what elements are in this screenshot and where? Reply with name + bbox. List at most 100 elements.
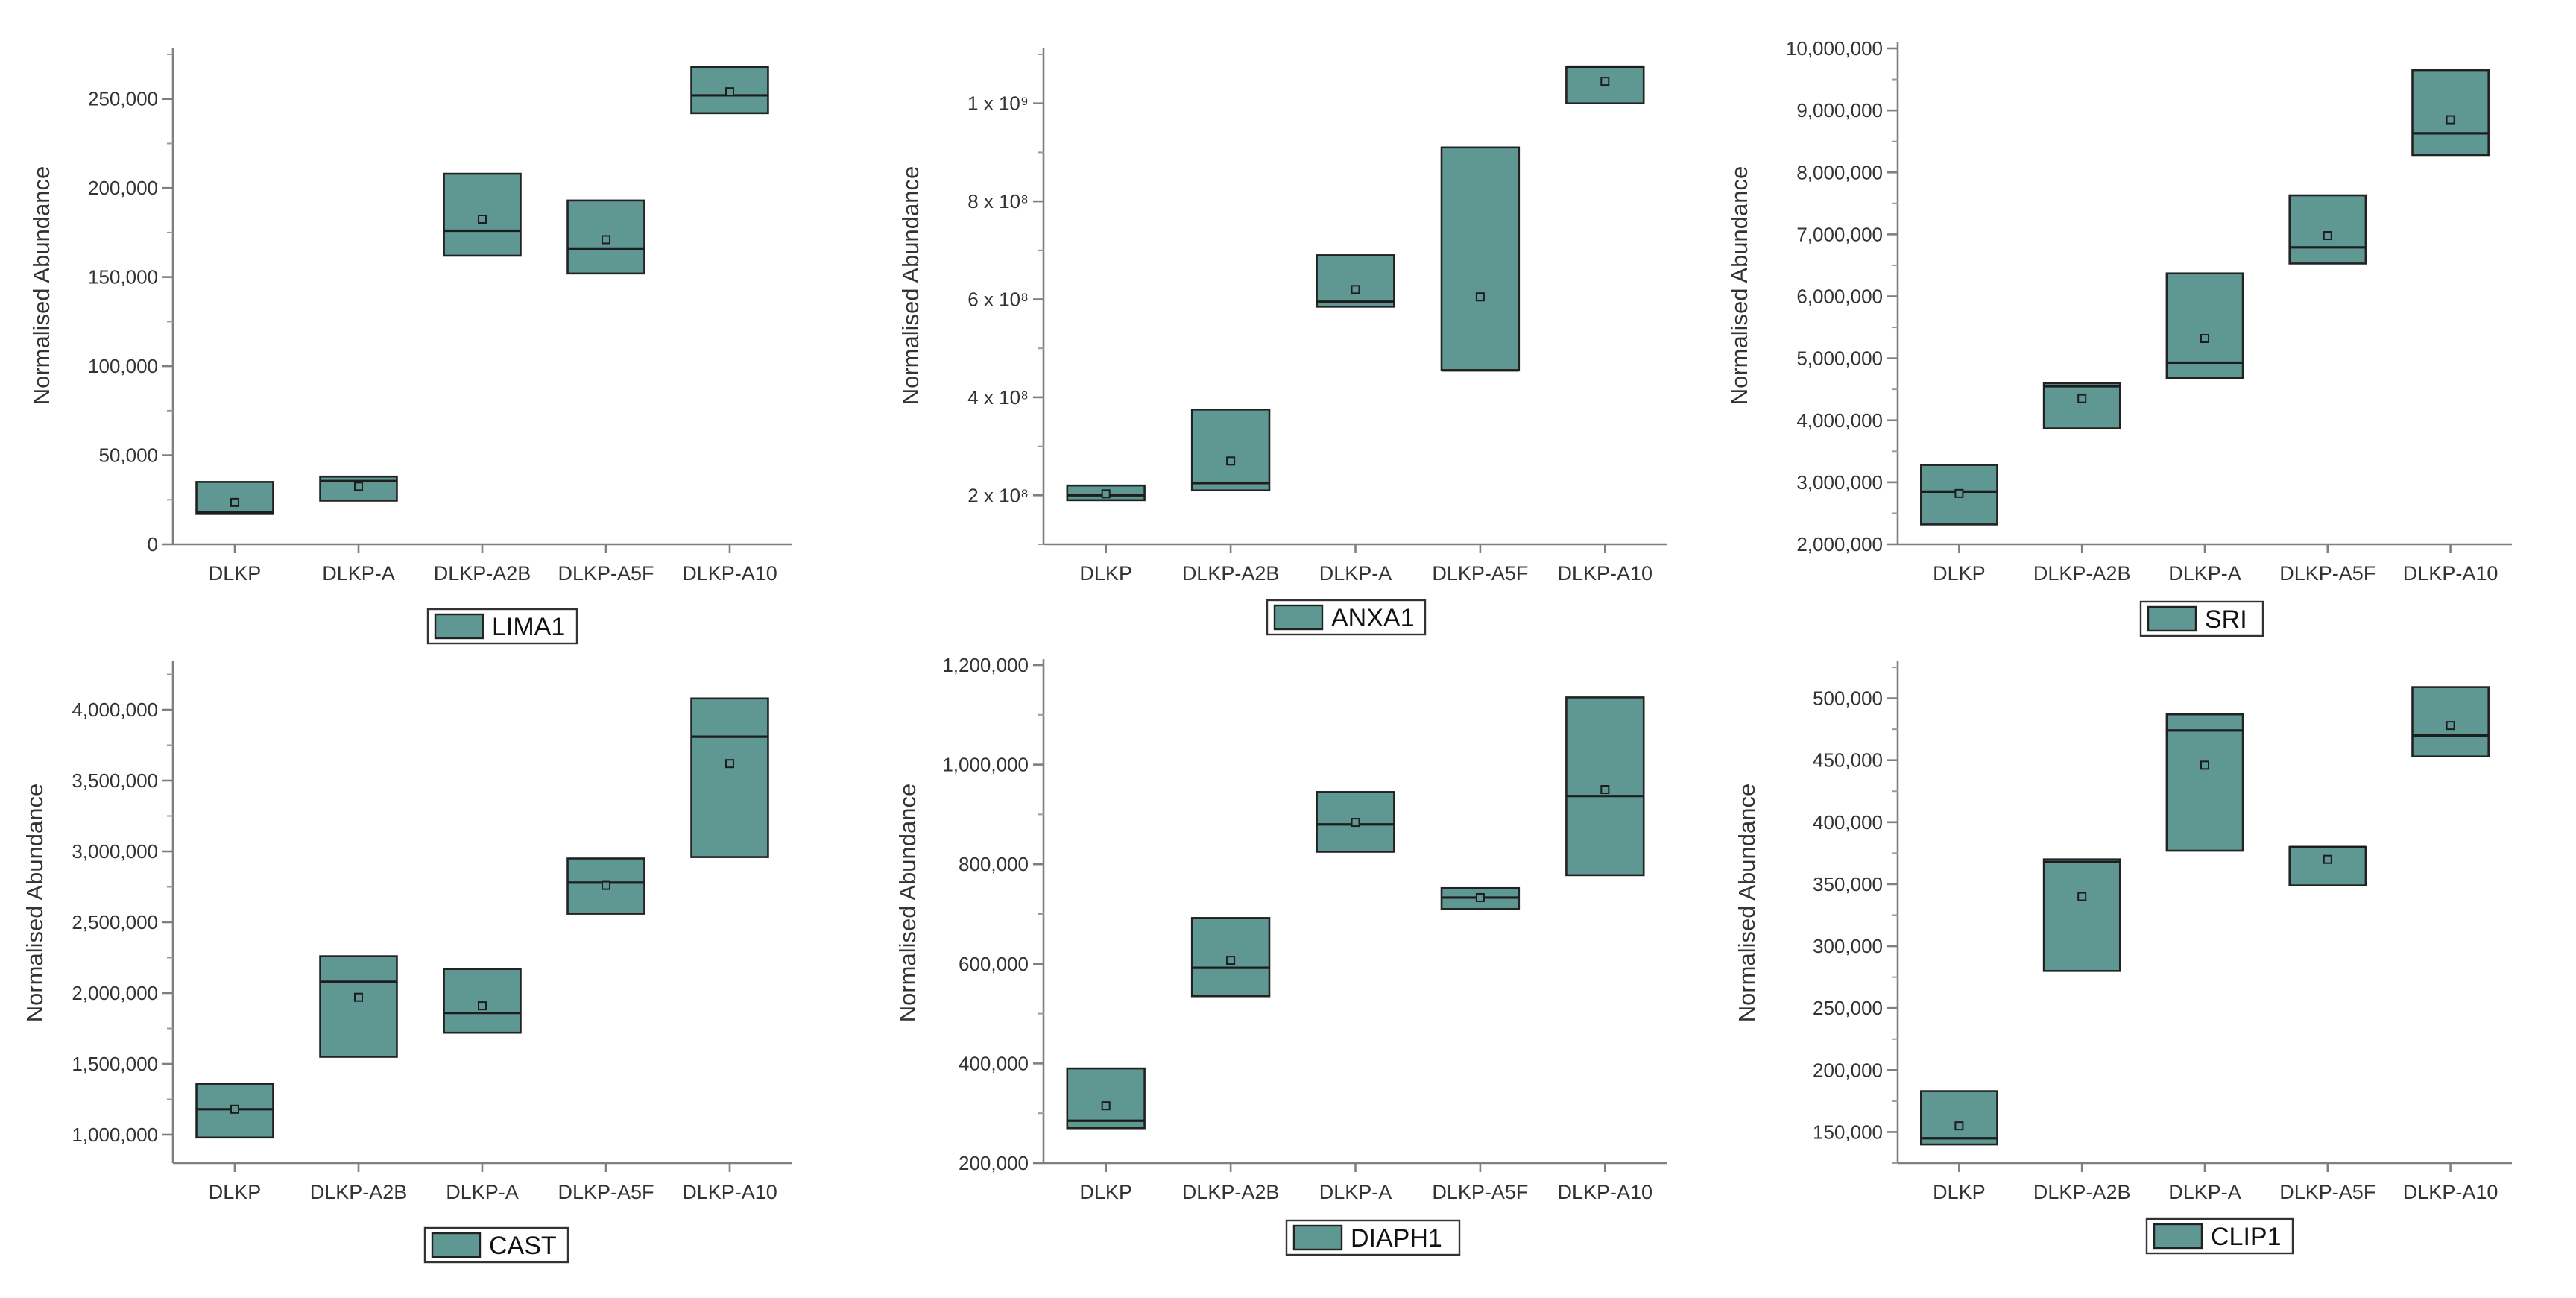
x-tick-label-dlkp-a10: DLKP-A10 xyxy=(1558,1181,1653,1203)
x-tick-label-dlkp-a5f: DLKP-A5F xyxy=(558,562,654,585)
y-tick-label: 300,000 xyxy=(1813,935,1883,957)
y-tick-label: 0 xyxy=(148,533,158,555)
box-dlkp-a2b xyxy=(319,955,398,1058)
y-axis-label: Normalised Abundance xyxy=(894,784,921,1023)
y-tick-label: 400,000 xyxy=(959,1052,1029,1074)
x-tick-label-dlkp-a10: DLKP-A10 xyxy=(2403,562,2498,585)
y-tick-label: 200,000 xyxy=(1813,1059,1883,1081)
y-tick-label: 2,000,000 xyxy=(72,982,158,1004)
legend-swatch xyxy=(434,613,484,640)
y-tick-label: 50,000 xyxy=(98,444,158,467)
x-tick-label-dlkp-a2b: DLKP-A2B xyxy=(1182,1181,1280,1203)
y-tick-label: 8 x 10⁸ xyxy=(967,190,1029,212)
mean-marker-dlkp-a5f xyxy=(1475,292,1485,302)
legend: CAST xyxy=(423,1226,569,1264)
x-tick-label-dlkp-a2b: DLKP-A2B xyxy=(2033,562,2131,585)
mean-marker-dlkp-a2b xyxy=(354,992,363,1002)
box-dlkp xyxy=(1920,1090,1998,1146)
y-tick-label: 1,200,000 xyxy=(942,654,1029,676)
chart-panel-cast: 1,000,000 1,500,000 2,000,000 2,500,000 3,00… xyxy=(22,661,792,1264)
legend-label: CLIP1 xyxy=(2211,1223,2282,1251)
y-axis-label: Normalised Abundance xyxy=(22,784,48,1023)
mean-marker-dlkp-a5f xyxy=(602,880,610,890)
x-tick-label-dlkp-a10: DLKP-A10 xyxy=(682,1181,777,1203)
mean-marker-dlkp-a xyxy=(354,482,363,491)
mean-marker-dlkp-a10 xyxy=(725,759,734,769)
chart-panel-lima1: 0 50,000 100,000 150,000 200,000 250,000 Norma… xyxy=(28,48,792,645)
y-tick-label: 600,000 xyxy=(959,953,1029,975)
y-tick-label: 2 x 10⁸ xyxy=(967,484,1029,506)
legend-swatch xyxy=(431,1232,482,1258)
legend: DIAPH1 xyxy=(1285,1219,1461,1256)
chart-panel-sri: 2,000,000 3,000,000 4,000,000 5,000,000 6,00… xyxy=(1726,37,2512,637)
box-dlkp-a5f xyxy=(1440,146,1521,372)
x-tick-label-dlkp-a10: DLKP-A10 xyxy=(682,562,777,585)
x-tick-label-dlkp: DLKP xyxy=(1933,1181,1986,1203)
legend-swatch xyxy=(2147,605,2197,632)
legend-swatch xyxy=(1292,1224,1343,1251)
y-tick-label: 4,000,000 xyxy=(1796,409,1883,432)
mean-marker-dlkp-a10 xyxy=(2446,721,2455,731)
mean-marker-dlkp-a2b xyxy=(478,214,487,224)
legend-label: DIAPH1 xyxy=(1351,1224,1442,1253)
mean-marker-dlkp-a10 xyxy=(725,87,734,97)
y-axis-label: Normalised Abundance xyxy=(28,166,54,406)
mean-marker-dlkp xyxy=(1954,1121,1964,1131)
box-dlkp-a xyxy=(1316,254,1395,308)
y-tick-label: 6,000,000 xyxy=(1796,286,1883,308)
x-tick-label-dlkp-a2b: DLKP-A2B xyxy=(310,1181,408,1203)
legend-swatch xyxy=(1273,604,1324,631)
legend-label: CAST xyxy=(489,1232,557,1260)
mean-marker-dlkp xyxy=(230,497,239,507)
box-dlkp-a2b xyxy=(2042,382,2121,429)
y-tick-label: 250,000 xyxy=(88,88,158,110)
mean-marker-dlkp-a xyxy=(2200,760,2209,770)
box-dlkp-a5f xyxy=(2288,194,2367,265)
y-tick-label: 500,000 xyxy=(1813,687,1883,710)
y-tick-label: 8,000,000 xyxy=(1796,161,1883,183)
x-tick-label-dlkp-a5f: DLKP-A5F xyxy=(2279,1181,2375,1203)
box-dlkp-a10 xyxy=(2411,69,2490,157)
mean-marker-dlkp-a5f xyxy=(2323,854,2332,864)
y-tick-label: 7,000,000 xyxy=(1796,223,1883,245)
x-tick-label-dlkp-a5f: DLKP-A5F xyxy=(1432,1181,1528,1203)
y-tick-label: 4 x 10⁸ xyxy=(967,386,1029,409)
x-tick-label-dlkp-a10: DLKP-A10 xyxy=(2403,1181,2498,1203)
legend-swatch xyxy=(2153,1223,2203,1250)
y-tick-label: 1,000,000 xyxy=(942,754,1029,776)
mean-marker-dlkp-a xyxy=(478,1001,487,1011)
y-axis-label: Normalised Abundance xyxy=(897,166,924,406)
y-tick-label: 250,000 xyxy=(1813,997,1883,1019)
mean-marker-dlkp-a2b xyxy=(1226,456,1236,466)
x-tick-label-dlkp-a5f: DLKP-A5F xyxy=(1432,562,1528,585)
mean-marker-dlkp-a xyxy=(1351,818,1360,828)
legend-label: SRI xyxy=(2205,605,2247,634)
mean-marker-dlkp-a5f xyxy=(1475,892,1485,902)
x-tick-label-dlkp-a5f: DLKP-A5F xyxy=(2279,562,2375,585)
box-dlkp-a10 xyxy=(690,697,769,858)
y-tick-label: 800,000 xyxy=(959,853,1029,875)
y-tick-label: 2,500,000 xyxy=(72,911,158,933)
y-tick-label: 150,000 xyxy=(1813,1121,1883,1143)
x-tick-label-dlkp-a2b: DLKP-A2B xyxy=(434,562,531,585)
y-tick-label: 6 x 10⁸ xyxy=(967,289,1029,311)
y-tick-label: 350,000 xyxy=(1813,873,1883,895)
mean-marker-dlkp-a10 xyxy=(1600,785,1610,794)
mean-marker-dlkp-a xyxy=(2200,334,2209,344)
x-tick-label-dlkp: DLKP xyxy=(209,1181,262,1203)
x-tick-label-dlkp-a: DLKP-A xyxy=(322,562,395,585)
mean-marker-dlkp xyxy=(1101,1101,1111,1111)
legend-label: ANXA1 xyxy=(1331,604,1415,632)
x-tick-label-dlkp: DLKP xyxy=(1079,1181,1132,1203)
box-dlkp-a2b xyxy=(1190,409,1271,492)
x-tick-label-dlkp-a: DLKP-A xyxy=(2168,562,2241,585)
mean-marker-dlkp xyxy=(1101,489,1111,499)
x-tick-label-dlkp-a2b: DLKP-A2B xyxy=(1182,562,1280,585)
mean-marker-dlkp-a10 xyxy=(1600,77,1610,86)
box-dlkp-a xyxy=(2165,713,2244,852)
x-tick-label-dlkp-a5f: DLKP-A5F xyxy=(558,1181,654,1203)
chart-panel-diaph1: 200,000 400,000 600,000 800,000 1,000,000 1,2… xyxy=(894,654,1667,1256)
y-tick-label: 3,000,000 xyxy=(1796,471,1883,494)
x-tick-label-dlkp-a2b: DLKP-A2B xyxy=(2033,1181,2131,1203)
